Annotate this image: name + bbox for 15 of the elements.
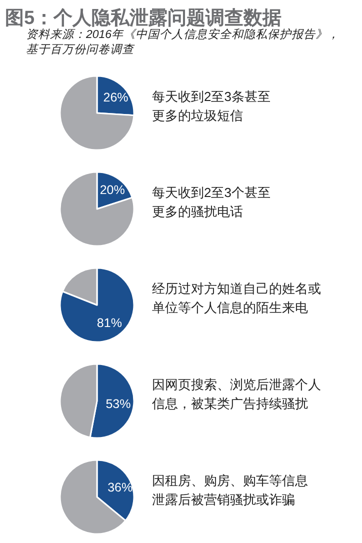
- slice-label: 每天收到2至3条甚至更多的垃圾短信: [152, 88, 271, 125]
- pie-slice: [59, 267, 135, 343]
- data-label: 53%: [106, 396, 131, 411]
- chart-title: 图5：个人隐私泄露问题调查数据: [5, 7, 282, 29]
- data-label: 20%: [100, 183, 125, 198]
- slice-label: 每天收到2至3个甚至更多的骚扰电话: [152, 184, 271, 221]
- slice-label: 因租房、购房、购车等信息泄露后被营销骚扰或诈骗: [152, 472, 309, 509]
- data-label: 26%: [103, 90, 128, 104]
- slice-label: 经历过对方知道自己的姓名或单位等个人信息的陌生来电: [152, 280, 322, 317]
- text: 资料来源：2016年《中国个人信息安全和隐私保护报告》，基于百万份问卷调查: [26, 28, 341, 58]
- data-label: 36%: [108, 480, 133, 495]
- pie-slice: [59, 171, 135, 247]
- pie-slice: [59, 75, 135, 151]
- slice-label: 因网页搜索、浏览后泄露个人信息，被某类广告持续骚扰: [152, 376, 322, 413]
- data-label: 81%: [96, 316, 122, 330]
